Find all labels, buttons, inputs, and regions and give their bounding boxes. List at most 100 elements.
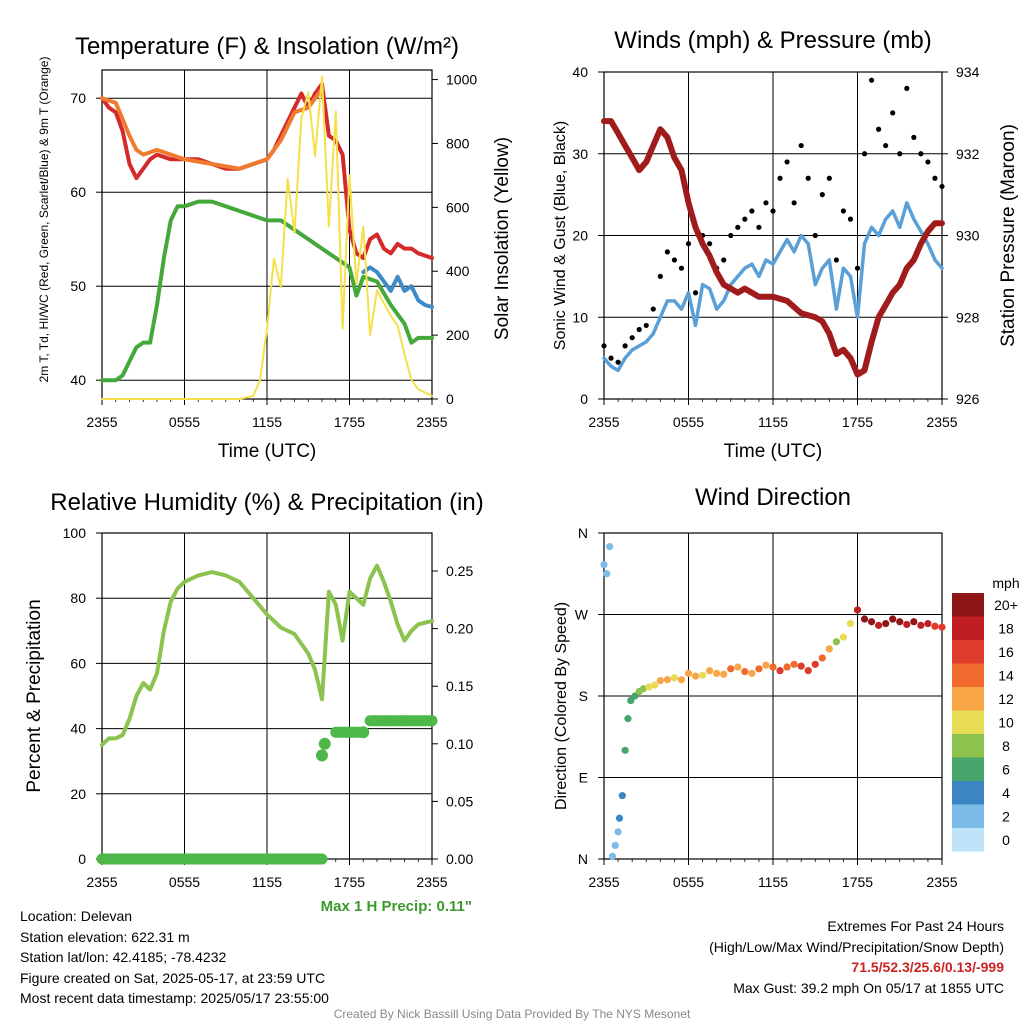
- location-text: Location: Delevan: [20, 908, 133, 924]
- dir-ytick-label: E: [579, 770, 588, 786]
- wind-ytick-label: 40: [572, 64, 588, 80]
- dir-point: [624, 715, 632, 723]
- dir-point: [825, 645, 833, 653]
- wind-xtick-label: 0555: [673, 414, 704, 430]
- wind-xlabel: Time (UTC): [724, 441, 823, 462]
- dir-point: [684, 669, 693, 677]
- wind-gust-point: [925, 159, 931, 165]
- colorbar-swatch: [952, 593, 984, 617]
- wind-xtick-label: 1155: [758, 414, 788, 430]
- temp-xlabel: Time (UTC): [218, 441, 317, 462]
- colorbar-swatch: [952, 757, 984, 781]
- station-info: Location: Delevan Station elevation: 622…: [20, 906, 329, 1009]
- rh-series-line: [100, 563, 434, 747]
- wind-gust-point: [643, 322, 649, 329]
- temp-ytick-label: 40: [70, 372, 86, 388]
- wind-gust-point: [883, 142, 889, 149]
- wind-y2tick-label: 926: [956, 391, 980, 407]
- colorbar-swatch: [952, 616, 984, 640]
- wind-series-line: [602, 201, 944, 373]
- extremes-info: Extremes For Past 24 Hours (High/Low/Max…: [709, 916, 1004, 998]
- rh-xtick-label: 2355: [86, 874, 117, 890]
- colorbar-swatch: [952, 781, 984, 805]
- dir-point: [748, 669, 756, 677]
- dir-point: [790, 660, 798, 668]
- wind-series-line: [601, 118, 945, 378]
- temp-series-line: [100, 86, 324, 171]
- rh-ytick-label: 80: [70, 590, 86, 606]
- dir-xtick-label: 1755: [842, 874, 873, 890]
- colorbar-swatch: [952, 640, 984, 664]
- wind-gust-point: [819, 192, 825, 198]
- wind-gust-point: [784, 159, 790, 165]
- dir-point: [698, 671, 707, 679]
- colorbar-swatch: [952, 734, 984, 758]
- created-text: Figure created on Sat, 2025-05-17, at 23…: [20, 969, 326, 986]
- wind-gust-point: [650, 306, 656, 312]
- wind-gust-point: [833, 257, 839, 263]
- precip-point: [357, 726, 370, 739]
- temp-series-line: [100, 82, 434, 260]
- wind-gust-point: [671, 257, 678, 263]
- wind-gust-point: [678, 265, 685, 271]
- dir-point: [615, 814, 624, 822]
- dir-point: [755, 665, 763, 673]
- latlon-text: Station lat/lon: 42.4185; -78.4232: [20, 949, 227, 965]
- dir-point: [677, 676, 686, 684]
- temp-xtick-label: 2355: [86, 414, 117, 430]
- temp-series-line: [101, 75, 433, 400]
- colorbar-label: 8: [1002, 738, 1010, 754]
- precip-point: [318, 737, 331, 750]
- wind-gust-point: [763, 200, 769, 206]
- dir-point: [903, 620, 911, 629]
- dir-point: [846, 619, 855, 628]
- rh-xtick-label: 1155: [252, 874, 282, 890]
- temp-series-line: [361, 265, 434, 309]
- dir-point: [614, 828, 622, 836]
- wind-panel: 2355 0555 1155 1755 235501020304092692893093…: [572, 64, 979, 430]
- extremes-title: Extremes For Past 24 Hours: [827, 918, 1004, 934]
- rh-ytick-label: 60: [70, 655, 86, 671]
- dir-point: [645, 683, 653, 691]
- temp-xtick-label: 1155: [252, 414, 282, 430]
- dir-title: Wind Direction: [695, 484, 851, 511]
- dir-point: [924, 619, 932, 628]
- dir-frame: [603, 532, 943, 860]
- wind-ytick-label: 30: [572, 146, 588, 162]
- dir-point: [631, 692, 639, 700]
- wind-gust-point: [728, 232, 734, 239]
- rh-xtick-label: 1755: [334, 874, 365, 890]
- colorbar-label: 12: [998, 691, 1014, 707]
- wind-gust-point: [812, 232, 818, 239]
- dir-point: [769, 663, 777, 671]
- dir-point: [762, 661, 770, 669]
- wind-gust-point: [735, 224, 741, 230]
- wind-y2tick-label: 930: [956, 228, 980, 244]
- wind-gust-point: [615, 359, 621, 365]
- rh-y2tick-label: 0.20: [446, 621, 473, 637]
- wind-gust-point: [756, 224, 762, 230]
- dir-point: [783, 663, 791, 671]
- colorbar-label: 10: [998, 715, 1014, 731]
- wind-gust-point: [939, 183, 945, 190]
- wind-gust-point: [897, 151, 903, 157]
- wind-gust-point: [636, 326, 642, 333]
- extremes-values: 71.5/52.3/25.6/0.13/-999: [851, 959, 1004, 975]
- dir-point: [670, 674, 679, 682]
- dir-point: [860, 615, 869, 623]
- dir-point: [741, 667, 749, 676]
- dir-point: [639, 685, 648, 693]
- wind-gust-point: [876, 126, 882, 132]
- colorbar-label: 16: [998, 644, 1014, 660]
- dir-point: [600, 561, 608, 569]
- dir-xtick-label: 1155: [758, 874, 788, 890]
- dir-point: [608, 852, 617, 860]
- dir-point: [706, 667, 714, 675]
- temp-xtick-label: 1755: [334, 414, 365, 430]
- dir-point: [853, 606, 862, 614]
- wind-gust-point: [657, 273, 663, 279]
- wind-gust-point: [707, 241, 713, 247]
- dir-point: [839, 633, 848, 641]
